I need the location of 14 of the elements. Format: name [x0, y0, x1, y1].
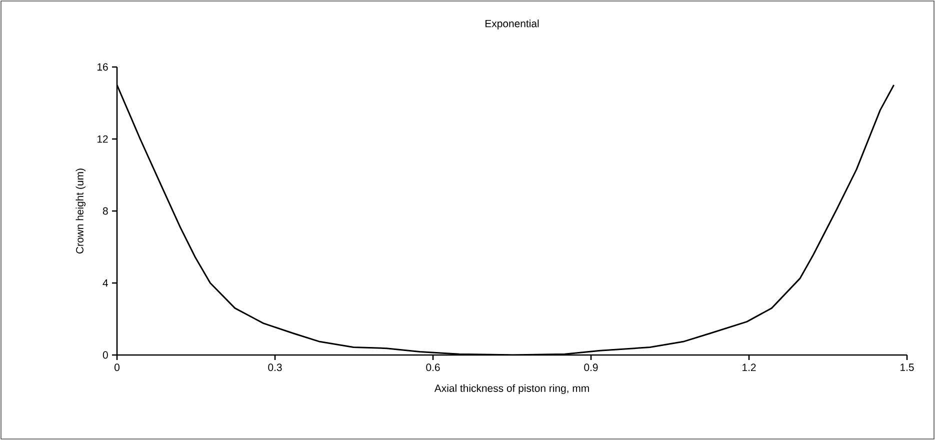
x-tick-label: 0.9 — [584, 364, 598, 372]
y-tick-label: 0 — [102, 351, 108, 359]
y-tick-label: 12 — [97, 135, 108, 143]
x-tick-label: 0.6 — [426, 364, 440, 372]
chart-title: Exponential — [486, 20, 539, 30]
y-tick-label: 16 — [97, 63, 108, 71]
y-tick-label: 4 — [102, 279, 108, 287]
x-tick-label: 0.3 — [268, 364, 282, 372]
x-tick-label: 1.5 — [900, 364, 914, 371]
x-axis-title: Axial thickness of piston ring, mm — [434, 384, 589, 394]
y-tick-label: 8 — [102, 207, 108, 215]
y-axis-title: Crown height (um) — [76, 168, 86, 254]
x-tick-label: 0 — [114, 364, 120, 372]
x-tick-label: 1.2 — [742, 364, 756, 371]
